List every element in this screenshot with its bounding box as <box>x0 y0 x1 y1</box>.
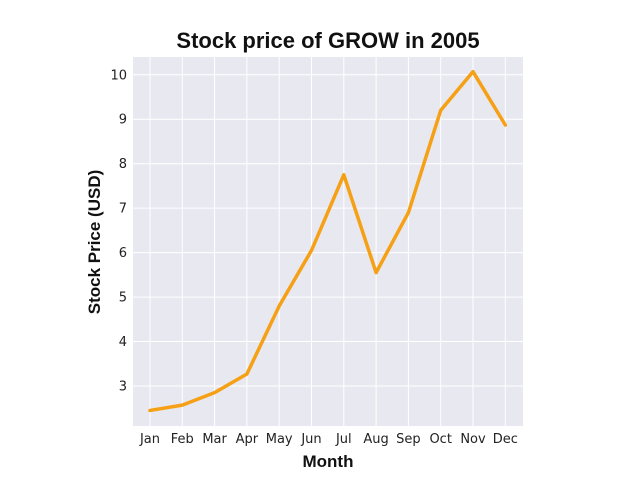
chart-title: Stock price of GROW in 2005 <box>176 28 479 53</box>
y-tick-label: 7 <box>119 202 127 217</box>
y-tick-label: 8 <box>119 157 127 172</box>
y-axis-label: Stock Price (USD) <box>85 170 104 315</box>
x-tick-label: Mar <box>202 432 227 447</box>
y-tick-label: 6 <box>119 246 127 261</box>
x-tick-label: Jan <box>139 432 160 447</box>
y-tick-labels: 3 4 5 6 7 8 9 10 <box>110 68 127 394</box>
x-tick-label: Jul <box>335 432 352 447</box>
y-tick-label: 9 <box>119 113 127 128</box>
plot-area <box>133 57 523 426</box>
x-tick-label: Oct <box>429 432 451 447</box>
x-tick-label: Feb <box>171 432 194 447</box>
x-tick-label: Jun <box>300 432 321 447</box>
x-axis-label: Month <box>303 452 354 471</box>
x-tick-label: Dec <box>493 432 518 447</box>
y-tick-label: 10 <box>110 68 127 83</box>
grid-lines <box>133 57 523 426</box>
x-tick-label: Aug <box>363 432 388 447</box>
y-tick-label: 3 <box>119 379 127 394</box>
x-tick-label: Nov <box>460 432 486 447</box>
y-tick-label: 4 <box>119 335 127 350</box>
series-line <box>148 69 508 413</box>
x-tick-labels: Jan Feb Mar Apr May Jun Jul Aug Sep Oct Nov Dec <box>139 432 518 447</box>
x-tick-label: May <box>266 432 293 447</box>
x-tick-label: Apr <box>236 432 259 447</box>
x-tick-label: Sep <box>396 432 421 447</box>
y-tick-label: 5 <box>119 291 127 306</box>
